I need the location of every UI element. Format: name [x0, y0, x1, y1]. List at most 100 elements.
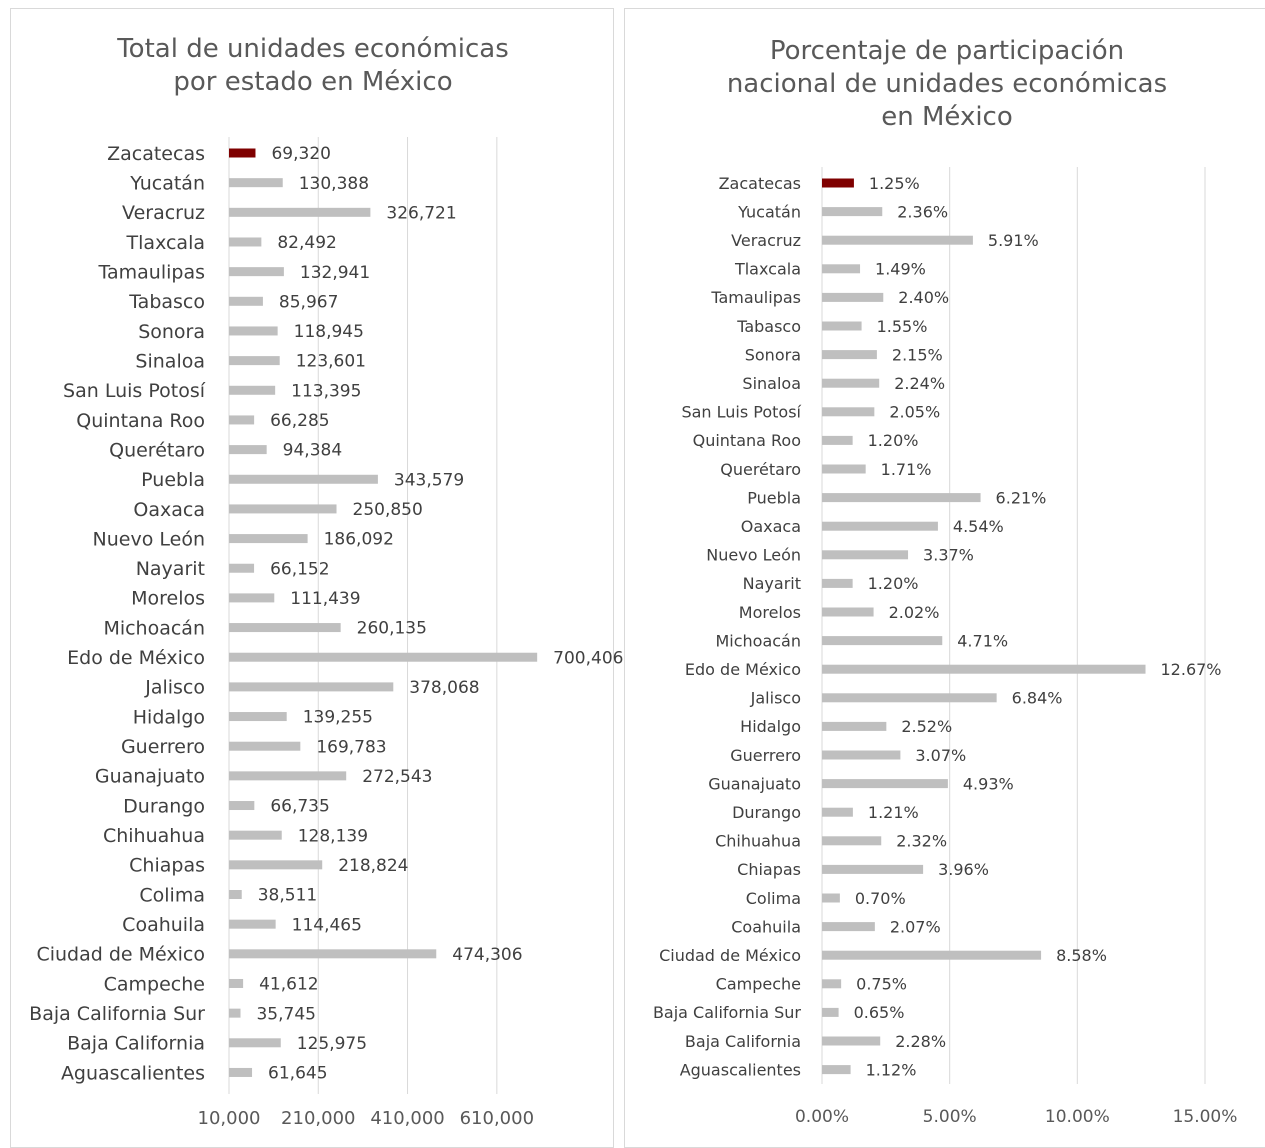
bar: [229, 267, 284, 277]
category-label: Sinaloa: [742, 374, 801, 393]
category-label: Guerrero: [730, 746, 801, 765]
bar: [229, 949, 437, 959]
category-label: Tamaulipas: [710, 288, 801, 307]
bar: [822, 750, 901, 760]
data-label: 260,135: [357, 619, 427, 639]
bar: [229, 652, 538, 662]
category-label: Chihuahua: [715, 832, 801, 851]
data-label: 94,384: [283, 441, 342, 461]
bar: [822, 893, 840, 903]
category-label: Edo de México: [685, 660, 801, 679]
chart-title-line: Total de unidades económicas: [116, 34, 509, 64]
bar: [822, 578, 853, 588]
data-label: 700,406: [553, 648, 623, 668]
chart-title-line: nacional de unidades económicas: [727, 69, 1167, 99]
data-label: 6.21%: [996, 488, 1047, 507]
bar: [229, 534, 308, 544]
data-label: 82,492: [277, 233, 336, 253]
data-label: 128,139: [298, 826, 368, 846]
data-label: 4.93%: [963, 774, 1014, 793]
bar: [822, 493, 981, 503]
bar: [822, 636, 943, 646]
data-label: 41,612: [259, 975, 318, 995]
data-label: 474,306: [452, 945, 522, 965]
category-label: Ciudad de México: [36, 944, 205, 966]
data-label: 66,285: [270, 411, 329, 431]
bar: [229, 237, 262, 247]
data-label: 1.71%: [881, 460, 932, 479]
category-label: Baja California Sur: [653, 1003, 801, 1022]
bar: [229, 978, 244, 988]
category-label: Veracruz: [731, 231, 801, 250]
category-label: Edo de México: [67, 647, 205, 669]
category-label: Tabasco: [736, 317, 801, 336]
category-label: Tlaxcala: [126, 232, 205, 254]
data-label: 2.05%: [889, 403, 940, 422]
category-label: Michoacán: [715, 631, 801, 650]
category-label: Baja California: [685, 1032, 801, 1051]
bar: [229, 860, 323, 870]
bar: [822, 264, 861, 274]
bar: [229, 1038, 281, 1048]
bar: [822, 607, 874, 617]
category-label: Puebla: [747, 488, 801, 507]
category-label: Chiapas: [737, 860, 801, 879]
category-label: Tabasco: [128, 291, 205, 313]
data-label: 12.67%: [1161, 660, 1222, 679]
bar: [229, 504, 337, 514]
category-label: Michoacán: [103, 617, 205, 639]
bar: [822, 979, 842, 989]
category-label: Zacatecas: [719, 174, 801, 193]
bar: [822, 1007, 839, 1017]
category-label: Campeche: [716, 975, 801, 994]
category-label: Tlaxcala: [734, 260, 801, 279]
data-label: 2.02%: [889, 603, 940, 622]
category-label: San Luis Potosí: [63, 380, 206, 402]
category-label: Colima: [139, 884, 205, 906]
bar: [822, 435, 853, 445]
category-label: Coahuila: [122, 914, 205, 936]
chart-panel-total-unidades: Total de unidades económicas por estado e…: [10, 8, 623, 1148]
bar: [822, 664, 1146, 674]
data-label: 0.75%: [856, 975, 907, 994]
bar: [229, 593, 275, 603]
x-tick-label: 610,000: [460, 1108, 534, 1129]
bar-highlight: [822, 178, 854, 188]
category-label: Chiapas: [129, 855, 205, 877]
data-label: 3.37%: [923, 546, 974, 565]
category-label: Durango: [732, 803, 801, 822]
bar: [229, 207, 371, 217]
data-label: 0.70%: [855, 889, 906, 908]
bar: [822, 779, 948, 789]
bar: [822, 693, 997, 703]
bar: [229, 326, 278, 336]
data-label: 3.96%: [938, 860, 989, 879]
bar: [229, 623, 341, 633]
category-label: Campeche: [104, 973, 205, 995]
data-label: 378,068: [409, 678, 479, 698]
category-label: Nuevo León: [706, 546, 801, 565]
data-label: 2.52%: [901, 717, 952, 736]
category-label: Durango: [123, 795, 205, 817]
data-label: 343,579: [394, 470, 464, 490]
data-label: 1.12%: [866, 1060, 917, 1079]
bar: [229, 1008, 241, 1018]
data-label: 1.49%: [875, 260, 926, 279]
bar: [229, 356, 280, 366]
chart-panel-porcentaje: Porcentaje de participación nacional de u…: [624, 8, 1265, 1148]
chart-title-line: en México: [881, 102, 1013, 132]
category-label: Hidalgo: [133, 706, 205, 728]
bar: [822, 922, 875, 932]
category-label: Oaxaca: [741, 517, 801, 536]
data-label: 111,439: [290, 589, 360, 609]
data-label: 5.91%: [988, 231, 1039, 250]
category-label: Hidalgo: [740, 717, 801, 736]
bar: [822, 864, 924, 874]
bar: [229, 563, 255, 573]
x-tick-label: 410,000: [370, 1108, 444, 1129]
bar: [822, 550, 909, 560]
bar: [229, 771, 347, 781]
bar: [229, 712, 287, 722]
data-label: 2.36%: [897, 202, 948, 221]
bar: [822, 207, 883, 217]
